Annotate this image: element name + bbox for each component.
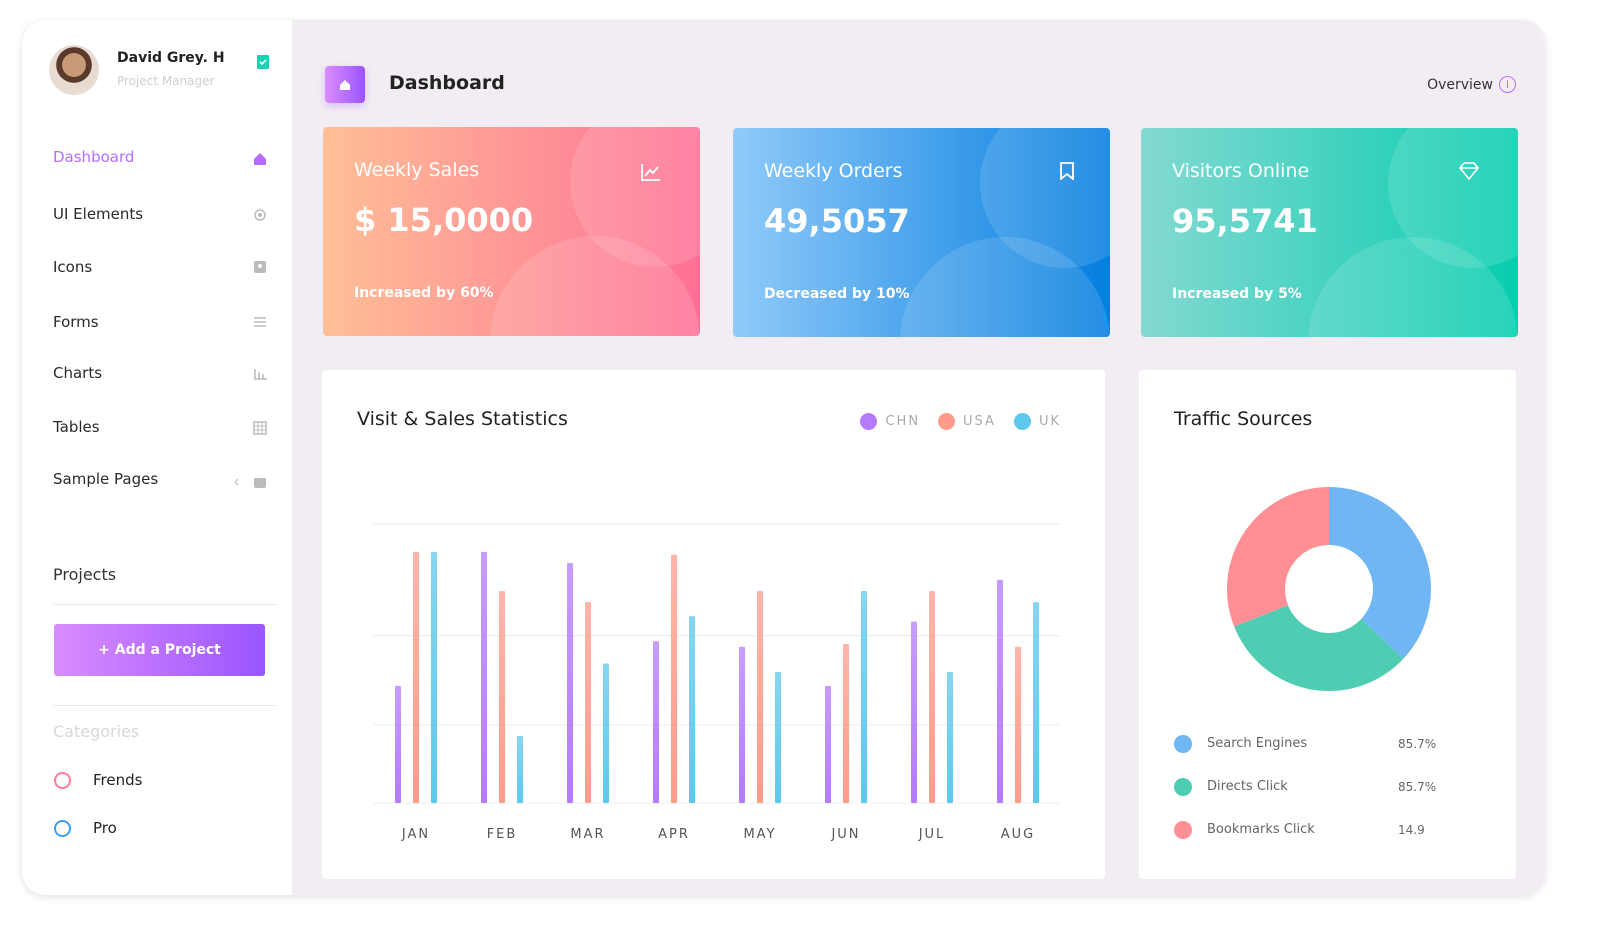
nav-icon [254,261,266,273]
stat-card: Visitors Online 95,5741 Increased by 5% [1141,128,1518,337]
chart-title: Traffic Sources [1174,408,1313,430]
nav-icon [253,421,267,435]
category-item[interactable]: Pro [93,819,117,837]
legend-item: USA [938,413,996,430]
nav-item[interactable]: Icons [53,258,93,276]
legend-label: Bookmarks Click [1207,822,1315,837]
legend-figure: 14.9 [1398,823,1425,837]
nav-icon [254,317,266,327]
nav-icon [254,369,267,380]
legend-swatch [860,413,878,430]
legend-swatch [938,413,956,430]
card-note: Increased by 5% [1172,286,1302,302]
category-dot [54,820,71,837]
avatar[interactable] [49,45,99,95]
card-icon [1060,162,1074,180]
add-project-button[interactable]: + Add a Project [54,624,265,676]
card-value: 95,5741 [1172,202,1318,240]
card-icon [641,164,660,181]
legend-label: UK [1038,414,1061,429]
stat-card: Weekly Sales $ 15,0000 Increased by 60% [323,127,700,336]
nav-item[interactable]: Tables [53,418,100,436]
card-title: Visitors Online [1172,160,1310,182]
legend-label: Directs Click [1207,779,1288,794]
nav-item[interactable]: Dashboard [53,148,135,166]
traffic-panel [1139,370,1516,879]
page-title: Dashboard [389,72,505,94]
section-title: Projects [53,565,117,584]
legend-swatch [1174,735,1192,753]
statistics-panel [322,370,1105,879]
nav-icon [254,153,266,165]
category-dot [54,772,71,789]
legend-swatch [1174,821,1192,839]
nav-icon [234,478,266,488]
legend-swatch [1013,413,1031,430]
nav-item[interactable]: Charts [53,364,103,382]
legend-swatch [1174,778,1192,796]
section-title: Categories [53,722,140,741]
category-item[interactable]: Frends [93,771,143,789]
home-glyph [340,80,350,90]
info-icon: i [1499,76,1516,93]
legend-label: CHN [885,414,921,429]
nav-item[interactable]: UI Elements [53,205,144,223]
nav-icon [254,209,266,221]
bookmark-icon [257,55,269,69]
legend-label: Search Engines [1207,736,1308,751]
card-title: Weekly Sales [354,159,480,181]
legend-item: CHN [860,413,920,430]
card-icon [1459,162,1479,180]
chart-title: Visit & Sales Statistics [357,408,568,430]
profile-role: Project Manager [117,74,215,88]
card-value: $ 15,0000 [354,201,534,239]
legend-figure: 85.7% [1398,780,1437,794]
legend-figure: 85.7% [1398,737,1437,751]
card-title: Weekly Orders [764,160,903,182]
stat-card: Weekly Orders 49,5057 Decreased by 10% [733,128,1110,337]
divider [53,604,276,605]
card-note: Increased by 60% [354,285,494,301]
card-note: Decreased by 10% [764,286,910,302]
legend-item: UK [1013,413,1061,430]
card-value: 49,5057 [764,202,910,240]
overview-link[interactable]: Overview [1427,77,1493,93]
profile-name: David Grey. H [117,50,225,66]
nav-item[interactable]: Forms [53,313,99,331]
legend: CHN USA UK [700,413,1061,430]
header-icon [325,66,365,103]
divider [53,705,276,706]
legend-label: USA [963,414,996,429]
nav-item[interactable]: Sample Pages [53,470,159,488]
